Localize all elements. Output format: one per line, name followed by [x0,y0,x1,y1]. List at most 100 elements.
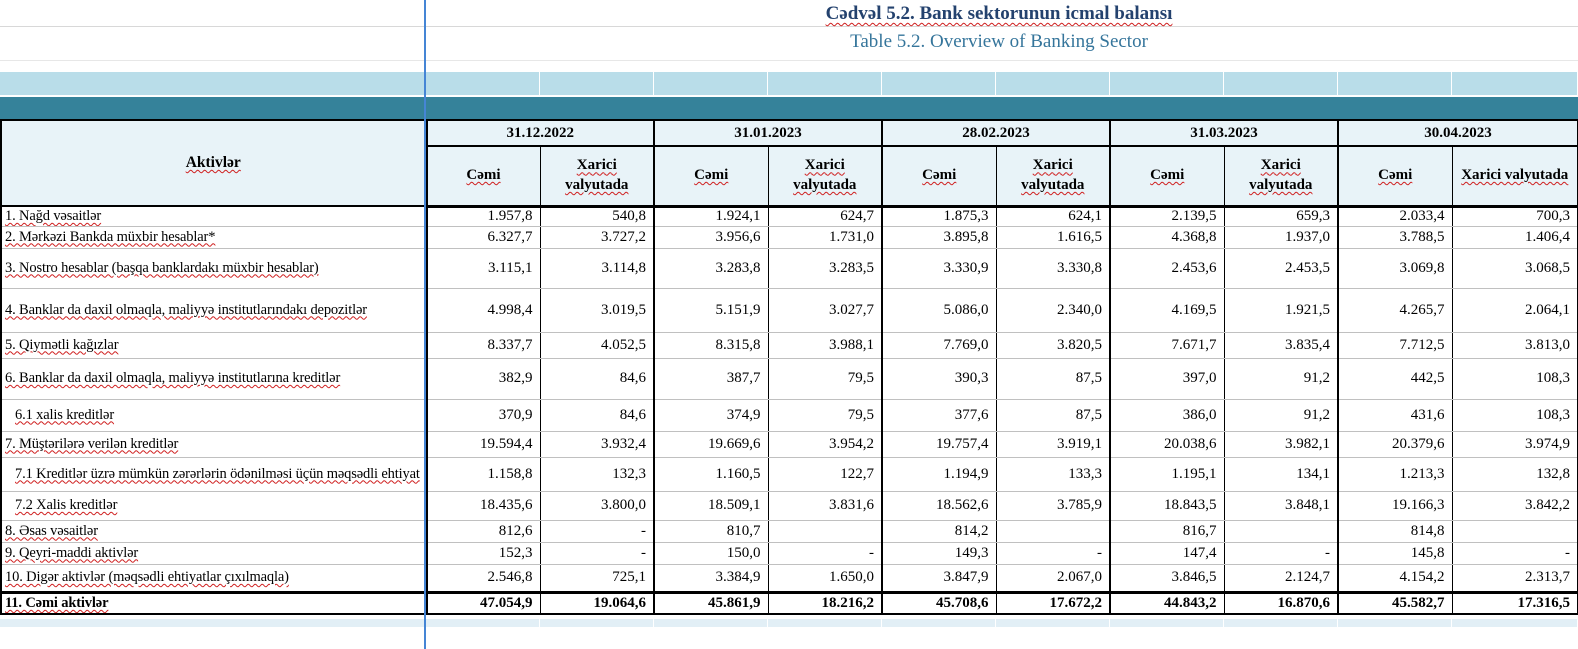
assets-label: Aktivlər [185,154,241,171]
table-row: 9. Qeyri-maddi aktivlər 152,3-150,0-149,3… [1,542,1578,565]
cell-value: 47.054,9 [425,590,540,614]
table-row: 11. Cəmi aktivlər 47.054,9 19.064,6 45.861,… [1,590,1578,614]
cell-value: 5.086,0 [881,288,996,333]
row-label: 7. Müştərilərə verilən kreditlər [1,431,428,458]
date-header: 31.01.2023 [653,120,882,147]
cell-value: 624,7 [767,206,882,227]
cell-value: 8.315,8 [653,332,768,359]
cell-value: 812,6 [425,520,540,543]
cell-value: 700,3 [1451,206,1578,227]
cell-value: 132,3 [539,457,654,492]
cell-value: 2.546,8 [425,564,540,593]
total-column-header: Cəmi [1109,146,1224,208]
total-column-header: Cəmi [881,146,996,208]
next-section-strip [0,619,1578,627]
cell-value: 4.052,5 [539,332,654,359]
cell-value: 3.785,9 [995,491,1110,521]
cell-value: 3.283,8 [653,248,768,289]
cell-value: 816,7 [1109,520,1224,543]
cell-value: 3.813,0 [1451,332,1578,359]
subcolumn-label: Xarici valyutada [1249,157,1313,193]
cell-value: 134,1 [1223,457,1338,492]
row-label-text: 1. Nağd vəsaitlər [5,207,102,224]
cell-value: 1.937,0 [1223,226,1338,249]
cell-value: 108,3 [1451,358,1578,400]
foreign-currency-column-header: Xarici valyutada [1223,146,1338,208]
cell-value: 4.998,4 [425,288,540,333]
cell-value: 84,6 [539,358,654,400]
cell-value: 16.870,6 [1223,590,1338,614]
foreign-currency-column-header: Xarici valyutada [539,146,654,208]
subcolumn-label: Xarici valyutada [565,157,629,193]
cell-value: 132,8 [1451,457,1578,492]
cell-value: 659,3 [1223,206,1338,227]
cell-value: 3.956,6 [653,226,768,249]
row-label-text: 3. Nostro hesablar (başqa banklardakı mü… [5,259,319,276]
table-row: 6. Banklar da daxil olmaqla, maliyyə ins… [1,358,1578,400]
cell-value: 624,1 [995,206,1110,227]
total-column-header: Cəmi [1337,146,1452,208]
cell-value: 44.843,2 [1109,590,1224,614]
total-column-header: Cəmi [653,146,768,208]
assets-column-header: Aktivlər [1,120,428,207]
cell-value: 3.919,1 [995,431,1110,458]
cell-value: 1.160,5 [653,457,768,492]
cell-value: 45.582,7 [1337,590,1452,614]
band-segment [995,72,1109,95]
band-segment [1337,72,1451,95]
cell-value: 3.727,2 [539,226,654,249]
row-label-text: 2. Mərkəzi Bankda müxbir hesablar* [5,228,216,245]
table-row: 4. Banklar da daxil olmaqla, maliyyə ins… [1,288,1578,333]
cell-value: 3.283,5 [767,248,882,289]
cell-value: 45.861,9 [653,590,768,614]
date-header: 31.12.2022 [425,120,654,147]
cell-value: 3.988,1 [767,332,882,359]
cell-value: 3.932,4 [539,431,654,458]
cell-value: 3.831,6 [767,491,882,521]
subcolumn-label: Xarici valyutada [1461,167,1569,183]
cell-value: 19.669,6 [653,431,768,458]
cell-value: 3.069,8 [1337,248,1452,289]
cell-value: 19.166,3 [1337,491,1452,521]
cell-value: 3.068,5 [1451,248,1578,289]
cell-value: 3.835,4 [1223,332,1338,359]
cell-value: 19.757,4 [881,431,996,458]
row-label-text: 6. Banklar da daxil olmaqla, maliyyə ins… [5,370,341,386]
cell-value: 4.265,7 [1337,288,1452,333]
band-gap [0,95,1578,97]
date-header: 28.02.2023 [881,120,1110,147]
cell-value: 3.820,5 [995,332,1110,359]
cell-value: 4.368,8 [1109,226,1224,249]
cell-value: 91,2 [1223,399,1338,432]
cell-value: 7.671,7 [1109,332,1224,359]
band-segment [767,619,881,627]
cell-value: 133,3 [995,457,1110,492]
row-label: 3. Nostro hesablar (başqa banklardakı mü… [1,248,428,289]
band-segment [539,619,653,627]
table-row: 7.2 Xalis kreditlər 18.435,6 3.800,0 18.509… [1,491,1578,521]
foreign-currency-column-header: Xarici valyutada [995,146,1110,208]
cell-value: 1.957,8 [425,206,540,227]
cell-value: 3.114,8 [539,248,654,289]
cell-value: 3.895,8 [881,226,996,249]
row-label-text: 4. Banklar da daxil olmaqla, maliyyə ins… [5,301,367,318]
cell-value: 1.158,8 [425,457,540,492]
band-segment [653,619,767,627]
cell-value: 540,8 [539,206,654,227]
cell-value: 2.139,5 [1109,206,1224,227]
cell-value: 79,5 [767,399,882,432]
cell-value: - [1223,542,1338,565]
row-label: 5. Qiymətli kağızlar [1,332,428,359]
cell-value: 1.213,3 [1337,457,1452,492]
table-row: 6.1 xalis kreditlər 370,9 84,6 374,9 79,5 377… [1,399,1578,432]
cell-value: 3.842,2 [1451,491,1578,521]
row-label-text: 8. Əsas vəsaitlər [5,522,98,539]
spacer-row [0,61,1578,72]
cell-value: 431,6 [1337,399,1452,432]
cell-value: 3.974,9 [1451,431,1578,458]
cell-value: 20.038,6 [1109,431,1224,458]
band-segment [425,619,539,627]
subcolumn-label: Cəmi [1150,167,1185,183]
cell-value: 8.337,7 [425,332,540,359]
cell-value: 19.594,4 [425,431,540,458]
